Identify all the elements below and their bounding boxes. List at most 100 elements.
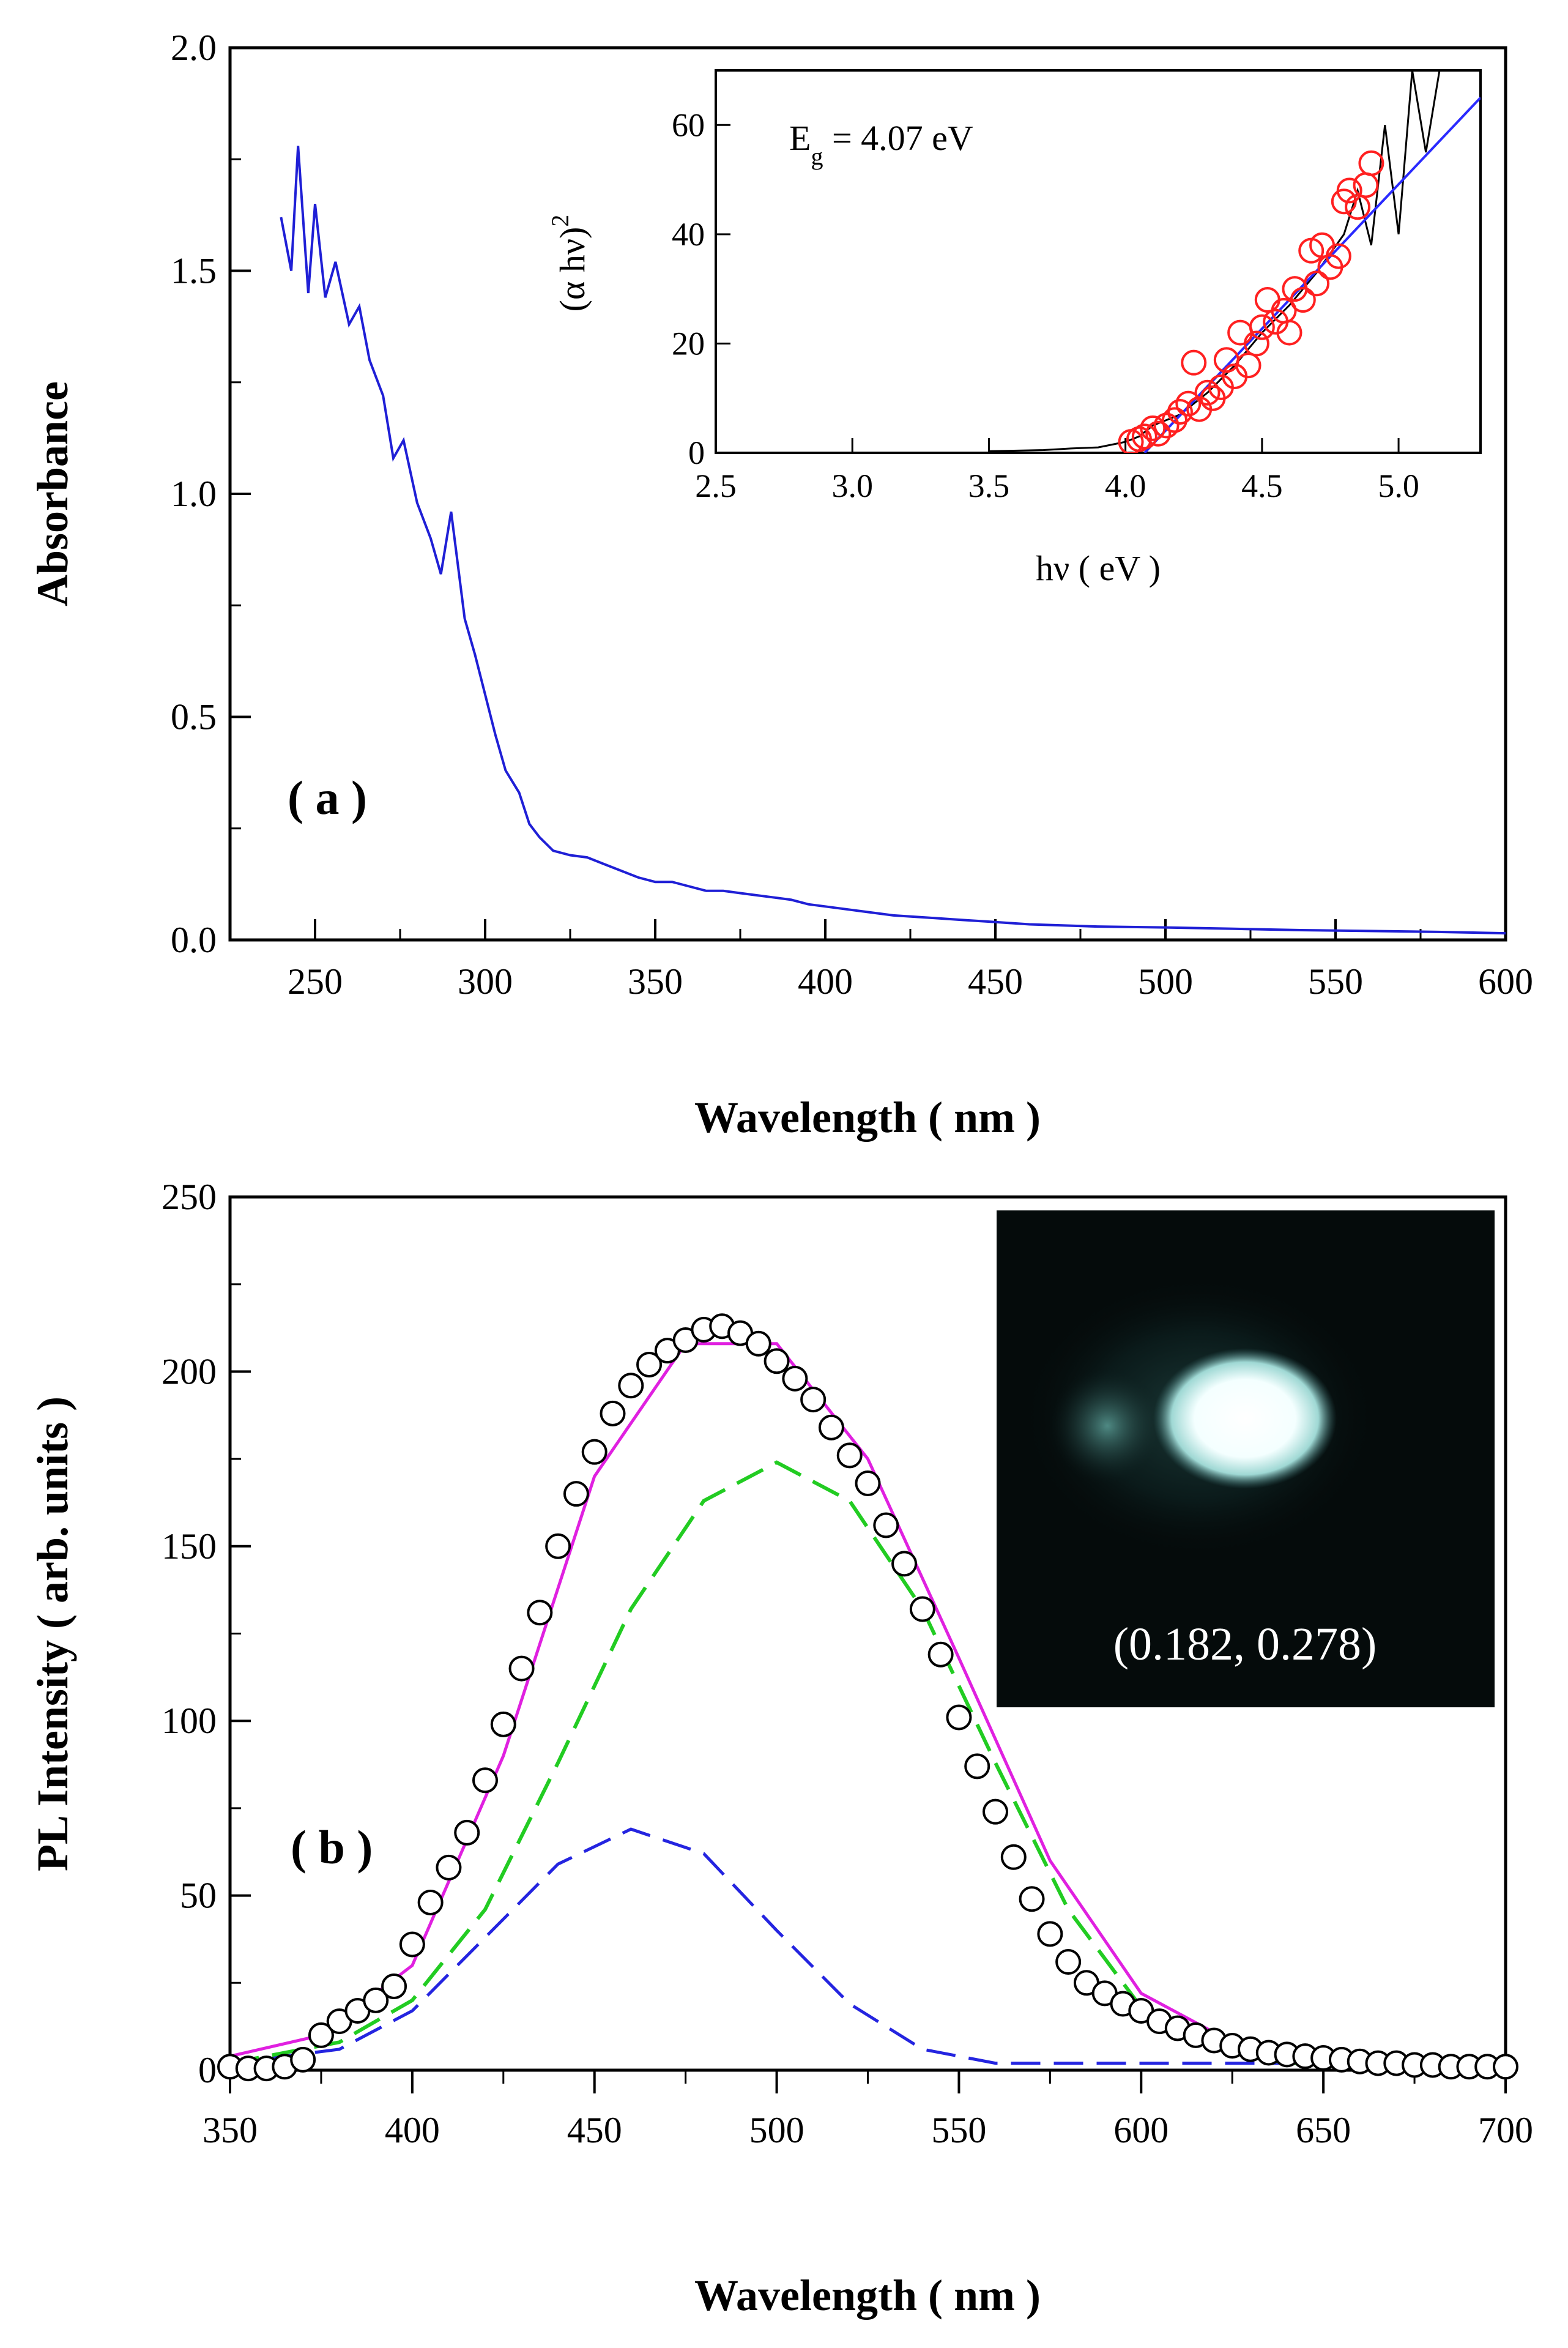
pl-data-point (472, 1767, 498, 1794)
inset-y-tick-label: 60 (672, 106, 705, 143)
panel-b: 0 50 100 150 200 250 350 400 450 500 550 600 650 700… (28, 1177, 1533, 2320)
pl-data-point (745, 1330, 771, 1357)
x-tick-label: 600 (1478, 961, 1533, 1002)
pl-data-point (508, 1655, 535, 1682)
x-tick-label: 400 (798, 961, 853, 1002)
inset-data-point (1235, 352, 1261, 379)
pl-data-point (964, 1753, 990, 1780)
panel-a-y-ticks: 0.0 0.5 1.0 1.5 2.0 (171, 28, 251, 960)
y-tick-label: 2.0 (171, 28, 217, 68)
pl-data-point (983, 1798, 1008, 1825)
x-tick-label: 650 (1296, 2110, 1351, 2150)
absorbance-line (280, 146, 1506, 935)
inset-data-point (1131, 423, 1157, 450)
pl-data-point (1000, 1844, 1027, 1870)
pl-data-point (399, 1931, 425, 1958)
pl-data-point (545, 1533, 571, 1559)
inset-data-point (1140, 415, 1166, 441)
panel-b-y-axis-title: PL Intensity ( arb. units ) (28, 1396, 77, 1871)
pl-data-point (308, 2022, 334, 2048)
x-tick-label: 550 (1308, 961, 1363, 1002)
y-tick-label: 50 (180, 1876, 217, 1916)
pl-data-point (873, 1512, 899, 1538)
inset-data-point (1153, 412, 1180, 439)
inset-x-tick-label: 5.0 (1378, 468, 1419, 504)
inset-data-point (1145, 420, 1172, 447)
pl-data-point (581, 1439, 608, 1465)
photo-side-glow (1049, 1368, 1165, 1484)
cie-coordinates-label: (0.182, 0.278) (1113, 1619, 1377, 1670)
pl-data-point (563, 1481, 589, 1507)
panel-a-x-axis-title: Wavelength ( nm ) (694, 1093, 1041, 1142)
panel-b-y-ticks: 0 50 100 150 200 250 (162, 1177, 251, 2090)
pl-data-point (527, 1600, 553, 1626)
pl-data-point (818, 1414, 844, 1440)
x-tick-label: 550 (931, 2110, 986, 2150)
x-tick-label: 350 (203, 2110, 258, 2150)
x-tick-label: 350 (628, 961, 683, 1002)
y-tick-label: 200 (162, 1351, 217, 1392)
inset-series-group (989, 70, 1481, 453)
y-tick-label: 1.0 (171, 474, 217, 514)
inset-data-point (1162, 407, 1187, 433)
panel-a: 0.00.51.01.52.0 250 300 350 400 450 500 550 600… (28, 28, 1533, 1142)
panel-a-x-ticks: 250 300 350 400 450 500 550 600 (229, 919, 1533, 1002)
y-tick-label: 250 (162, 1177, 217, 1217)
inset-data-point (1325, 243, 1351, 269)
pl-data-point (417, 1890, 444, 1916)
inset-data-point (1336, 177, 1362, 204)
pl-data-point (836, 1442, 863, 1469)
inset-y-ticks: 0 20 40 60 (672, 106, 730, 471)
pl-data-point (363, 1987, 389, 2013)
inset-x-tick-label: 3.5 (968, 468, 1010, 504)
pl-peak1-dashed-line (229, 1827, 1506, 2065)
inset-x-axis-title: hν ( eV ) (1036, 548, 1161, 588)
y-tick-label: 1.5 (171, 251, 217, 291)
inset-linear-fit-line (1143, 97, 1481, 453)
photo-bright-spot (1153, 1348, 1337, 1489)
y-tick-label: 0 (198, 2050, 217, 2090)
x-tick-label: 600 (1113, 2110, 1169, 2150)
inset-data-point (1276, 319, 1302, 346)
emission-photo: (0.182, 0.278) (997, 1210, 1495, 1707)
inset-plot-area (989, 70, 1481, 453)
inset-y-tick-label: 0 (688, 434, 705, 471)
pl-data-point (436, 1854, 462, 1880)
inset-y-tick-label: 20 (672, 325, 705, 362)
pl-data-point (618, 1373, 644, 1399)
inset-data-point (1181, 349, 1207, 376)
panel-b-plot-area (217, 1313, 1518, 2082)
x-tick-label: 450 (567, 2110, 622, 2150)
y-tick-label: 150 (162, 1526, 217, 1567)
y-tick-label: 100 (162, 1701, 217, 1741)
inset-y-axis-title: (α hν)2 (546, 215, 592, 312)
y-tick-label: 0.5 (171, 697, 217, 737)
pl-data-point (600, 1400, 626, 1426)
x-tick-label: 500 (749, 2110, 804, 2150)
pl-data-point (1037, 1921, 1063, 1947)
panel-b-label: ( b ) (291, 1821, 373, 1874)
inset-x-tick-label: 4.0 (1105, 468, 1146, 504)
inset-data-point (1290, 287, 1316, 313)
inset-data-point (1249, 314, 1275, 340)
inset-data-point (1243, 330, 1269, 357)
pl-data-point (1493, 2054, 1518, 2080)
inset-y-tick-label: 40 (672, 216, 705, 253)
inset-data-point (1167, 399, 1193, 425)
pl-data-point (1019, 1886, 1045, 1912)
inset-frame (715, 69, 1482, 454)
pl-data-point (490, 1711, 516, 1737)
inset-x-ticks: 2.5 3.0 3.5 4.0 4.5 5.0 (695, 438, 1419, 504)
panel-a-y-axis-title: Absorbance (28, 381, 77, 606)
pl-data-point (909, 1596, 935, 1622)
pl-data-point (290, 2046, 316, 2073)
band-gap-annotation: Eg = 4.07 eV (789, 118, 973, 170)
inset-x-tick-label: 4.5 (1241, 468, 1283, 504)
pl-data-point (636, 1351, 663, 1377)
x-tick-label: 250 (288, 961, 343, 1002)
y-tick-label: 0.0 (171, 920, 217, 960)
x-tick-label: 450 (968, 961, 1023, 1002)
pl-data-point (891, 1551, 918, 1577)
